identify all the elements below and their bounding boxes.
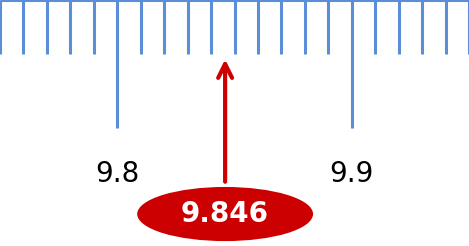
Text: 9.9: 9.9 xyxy=(330,160,374,188)
Text: 9.8: 9.8 xyxy=(95,160,139,188)
Ellipse shape xyxy=(137,187,313,241)
Text: 9.846: 9.846 xyxy=(181,200,269,228)
